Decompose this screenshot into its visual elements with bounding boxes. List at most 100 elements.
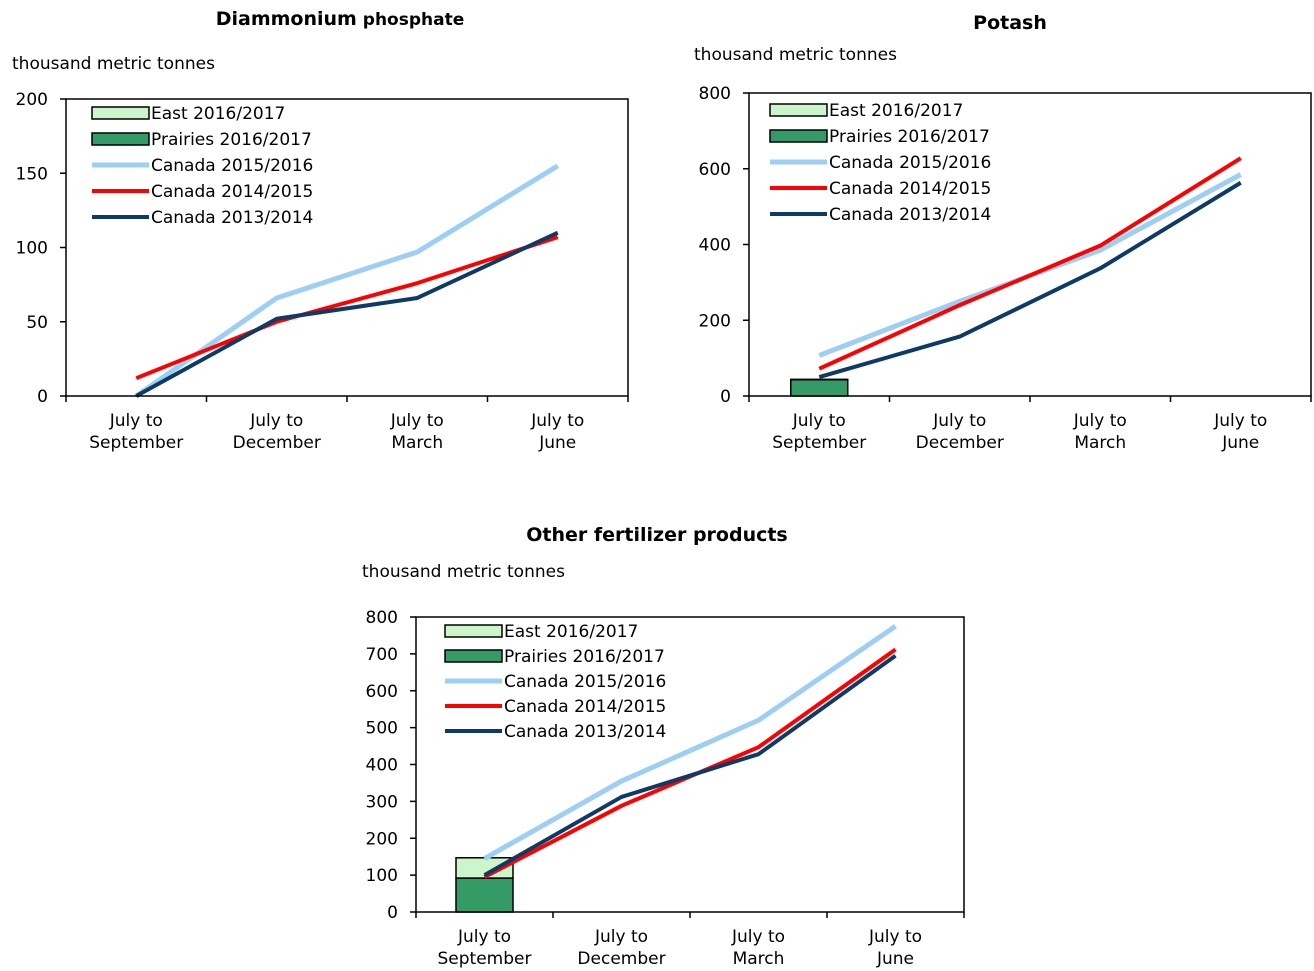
legend-swatch bbox=[444, 649, 503, 663]
series-line-2 bbox=[818, 156, 1242, 371]
y-tick-label: 100 bbox=[366, 866, 398, 886]
chart-2: Potash thousand metric tonnes 0 200 400 600 80… bbox=[694, 12, 1312, 453]
legend-swatch bbox=[444, 624, 503, 638]
x-tick-label: July to June bbox=[530, 411, 584, 453]
bar-prairies bbox=[455, 877, 514, 913]
y-tick-label: 150 bbox=[16, 164, 48, 184]
legend-label: Canada 2015/2016 bbox=[829, 153, 991, 173]
x-tick-label-line: July to bbox=[457, 927, 511, 947]
legend-label: Prairies 2016/2017 bbox=[504, 647, 665, 667]
legend: East 2016/2017 Prairies 2016/2017 Canada 2… bbox=[444, 622, 666, 742]
series-line-1 bbox=[134, 163, 560, 399]
y-tick-label: 100 bbox=[16, 239, 48, 259]
y-axis-label: thousand metric tonnes bbox=[694, 45, 897, 65]
x-tick-label: July to June bbox=[1213, 411, 1267, 453]
y-tick-label: 0 bbox=[37, 387, 48, 407]
y-tick-label: 500 bbox=[366, 719, 398, 739]
legend-label: Canada 2014/2015 bbox=[151, 182, 313, 202]
chart-title: Other fertilizer products bbox=[526, 524, 788, 546]
legend-label: Canada 2014/2015 bbox=[829, 179, 991, 199]
x-tick-label-line: July to bbox=[109, 411, 163, 431]
legend-label: Canada 2014/2015 bbox=[504, 697, 666, 717]
series-line-1 bbox=[818, 172, 1242, 358]
legend-label: Prairies 2016/2017 bbox=[151, 130, 312, 150]
x-tick-label-line: July to bbox=[530, 411, 584, 431]
x-tick-label-line: July to bbox=[1073, 411, 1127, 431]
y-tick-label: 700 bbox=[366, 645, 398, 665]
x-tick-label-line: September bbox=[772, 433, 866, 453]
chart-title-bold: Other fertilizer products bbox=[526, 524, 788, 546]
x-tick-label: July to December bbox=[577, 927, 665, 969]
chart-1: Diammonium phosphate thousand metric tonn… bbox=[12, 8, 629, 453]
chart-3: Other fertilizer products thousand metric… bbox=[362, 524, 965, 969]
bar-prairies bbox=[790, 378, 849, 397]
x-tick-label-line: July to bbox=[731, 927, 785, 947]
x-tick-label-line: December bbox=[577, 949, 665, 969]
legend-label: East 2016/2017 bbox=[829, 101, 963, 121]
legend-label: Prairies 2016/2017 bbox=[829, 127, 990, 147]
x-tick-label-line: March bbox=[733, 949, 785, 969]
legend-swatch bbox=[769, 129, 828, 143]
y-tick-label: 400 bbox=[699, 236, 731, 256]
y-tick-label: 200 bbox=[699, 311, 731, 331]
series-line-2 bbox=[135, 235, 559, 381]
x-tick-label-line: July to bbox=[932, 411, 986, 431]
y-axis-label: thousand metric tonnes bbox=[12, 54, 215, 74]
x-tick-label-line: March bbox=[1074, 433, 1126, 453]
x-tick-label-line: July to bbox=[390, 411, 444, 431]
x-tick-label-line: June bbox=[876, 949, 914, 969]
y-tick-label: 0 bbox=[387, 903, 398, 923]
legend-label: Canada 2013/2014 bbox=[504, 722, 666, 742]
legend-label: Canada 2015/2016 bbox=[151, 156, 313, 176]
chart-title: Diammonium phosphate bbox=[216, 8, 465, 30]
legend: East 2016/2017 Prairies 2016/2017 Canada 2… bbox=[769, 101, 991, 225]
y-tick-label: 800 bbox=[366, 608, 398, 628]
series-line-3 bbox=[483, 654, 897, 877]
legend-label: East 2016/2017 bbox=[151, 104, 285, 124]
x-tick-label-line: September bbox=[438, 949, 532, 969]
y-tick-label: 800 bbox=[699, 84, 731, 104]
x-tick-label: July to September bbox=[89, 411, 183, 453]
legend-label: Canada 2013/2014 bbox=[151, 208, 313, 228]
x-tick-label: July to December bbox=[916, 411, 1004, 453]
legend-label: Canada 2015/2016 bbox=[504, 672, 666, 692]
chart-title-bold: Diammonium bbox=[216, 8, 357, 30]
series-line-3 bbox=[818, 181, 1242, 379]
x-tick-label-line: July to bbox=[249, 411, 303, 431]
x-tick-label-line: December bbox=[916, 433, 1004, 453]
y-axis-label: thousand metric tonnes bbox=[362, 562, 565, 582]
y-tick-label: 400 bbox=[366, 756, 398, 776]
x-tick-label: July to September bbox=[772, 411, 866, 453]
y-tick-label: 200 bbox=[366, 829, 398, 849]
x-tick-label-line: September bbox=[89, 433, 183, 453]
x-tick-label: July to March bbox=[1073, 411, 1127, 453]
y-tick-label: 600 bbox=[366, 682, 398, 702]
x-tick-label-line: July to bbox=[1213, 411, 1267, 431]
y-tick-label: 200 bbox=[16, 90, 48, 110]
x-tick-label-line: July to bbox=[594, 927, 648, 947]
x-tick-label: July to December bbox=[233, 411, 321, 453]
legend-label: East 2016/2017 bbox=[504, 622, 638, 642]
y-tick-label: 0 bbox=[720, 387, 731, 407]
legend: East 2016/2017 Prairies 2016/2017 Canada 2… bbox=[91, 104, 313, 228]
x-tick-label: July to September bbox=[438, 927, 532, 969]
y-tick-label: 300 bbox=[366, 792, 398, 812]
chart-title: Potash bbox=[973, 12, 1047, 34]
x-tick-label: July to March bbox=[390, 411, 444, 453]
x-tick-label-line: March bbox=[391, 433, 443, 453]
series-line-3 bbox=[135, 230, 559, 398]
x-tick-label-line: June bbox=[1221, 433, 1259, 453]
series-line-1 bbox=[483, 624, 897, 861]
legend-swatch bbox=[91, 132, 150, 146]
y-tick-label: 50 bbox=[26, 313, 48, 333]
x-tick-label: July to June bbox=[868, 927, 922, 969]
chart-title-bold: Potash bbox=[973, 12, 1047, 34]
x-tick-label-line: July to bbox=[792, 411, 846, 431]
x-tick-label: July to March bbox=[731, 927, 785, 969]
legend-label: Canada 2013/2014 bbox=[829, 205, 991, 225]
x-tick-label-line: June bbox=[538, 433, 576, 453]
legend-swatch bbox=[91, 106, 150, 120]
legend-swatch bbox=[769, 103, 828, 117]
y-tick-label: 600 bbox=[699, 160, 731, 180]
